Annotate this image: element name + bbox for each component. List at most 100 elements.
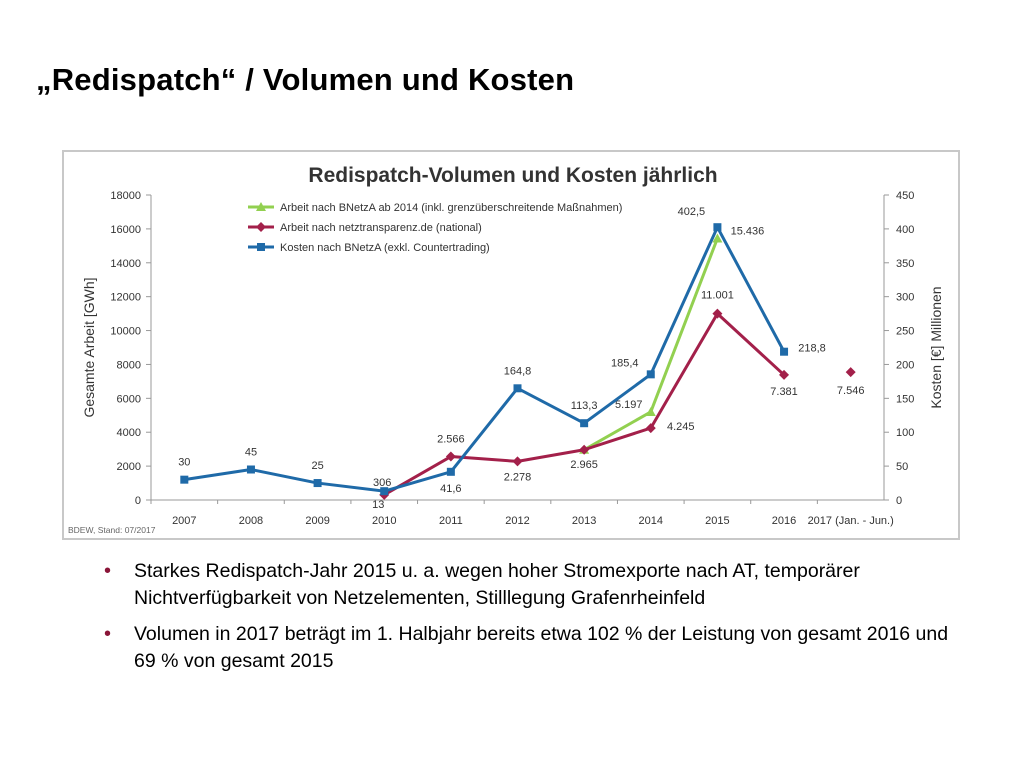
data-point-square (246, 465, 255, 474)
x-tick-label: 2010 (372, 515, 396, 527)
legend-label: Kosten nach BNetzA (exkl. Countertrading… (280, 242, 490, 254)
bullet-item: • Starkes Redispatch-Jahr 2015 u. a. weg… (104, 558, 964, 612)
y-tick-label-left: 16000 (110, 224, 141, 236)
series-line-segment (249, 468, 320, 485)
series-line-segment (316, 481, 386, 493)
bullet-item: • Volumen in 2017 beträgt im 1. Halbjahr… (104, 621, 964, 675)
x-tick-label: 2009 (305, 515, 329, 527)
data-point-square (380, 487, 389, 496)
y-tick-label-right: 350 (896, 258, 914, 270)
y-tick-label-right: 100 (896, 427, 914, 439)
slide-title: „Redispatch“ / Volumen und Kosten (36, 62, 575, 97)
y-tick-label-left: 12000 (110, 292, 141, 304)
data-label: 185,4 (611, 357, 639, 369)
data-point-diamond (645, 423, 656, 434)
legend-label: Arbeit nach BNetzA ab 2014 (inkl. grenzü… (280, 202, 622, 214)
legend-label: Arbeit nach netztransparenz.de (national… (280, 222, 482, 234)
series-line-segment (382, 470, 453, 493)
y-tick-label-right: 250 (896, 326, 914, 338)
y-axis-label-left: Gesamte Arbeit [GWh] (81, 277, 97, 417)
series-line-segment (182, 468, 253, 482)
x-tick-label: 2014 (639, 515, 663, 527)
y-axis-label-right: Kosten [€] Millionen (928, 286, 944, 408)
y-tick-label-left: 18000 (110, 190, 141, 202)
x-tick-label: 2017 (Jan. - Jun.) (808, 515, 894, 527)
y-tick-label-right: 0 (896, 495, 902, 507)
series-line-segment (582, 426, 653, 452)
data-label: 306 (373, 477, 391, 489)
chart-frame: Redispatch-Volumen und Kosten jährlich 0 2… (62, 150, 960, 540)
chart-title: Redispatch-Volumen und Kosten jährlich (308, 164, 717, 187)
data-label: 2.566 (437, 434, 465, 446)
data-label: 15.436 (731, 225, 765, 237)
y-tick-label-right: 450 (896, 190, 914, 202)
data-point-triangle (712, 233, 723, 243)
data-point-square (513, 384, 522, 393)
data-label: 4.245 (667, 421, 695, 433)
data-point-diamond (579, 444, 590, 455)
data-point-diamond (779, 369, 790, 380)
data-point-diamond (712, 308, 723, 319)
y-tick-label-right: 150 (896, 393, 914, 405)
data-point-square (180, 475, 189, 484)
y-tick-label-left: 14000 (110, 258, 141, 270)
chart-svg: Redispatch-Volumen und Kosten jährlich02… (68, 164, 944, 535)
series-line-segment (649, 236, 719, 414)
data-point-square (713, 223, 722, 232)
y-tick-label-right: 200 (896, 359, 914, 371)
y-tick-label-left: 10000 (110, 326, 141, 338)
x-tick-label: 2007 (172, 515, 196, 527)
series-line-segment (449, 386, 519, 474)
data-point-diamond (512, 456, 523, 467)
legend-marker-diamond (256, 222, 266, 232)
legend-marker-triangle (256, 202, 266, 211)
data-label: 402,5 (678, 206, 706, 218)
x-tick-label: 2013 (572, 515, 596, 527)
data-point-square (646, 370, 655, 379)
x-tick-label: 2008 (239, 515, 263, 527)
data-label: 5.197 (615, 399, 643, 411)
x-tick-label: 2011 (439, 515, 463, 527)
y-tick-label-left: 8000 (117, 359, 141, 371)
bullet-dot-icon: • (104, 560, 112, 582)
x-tick-label: 2012 (505, 515, 529, 527)
y-tick-label-left: 0 (135, 495, 141, 507)
data-label: 7.381 (770, 386, 798, 398)
chart-source: BDEW, Stand: 07/2017 (68, 525, 156, 535)
bullet-list: • Starkes Redispatch-Jahr 2015 u. a. weg… (104, 558, 964, 684)
data-point-triangle (645, 406, 656, 416)
y-tick-label-left: 2000 (117, 461, 141, 473)
data-label: 11.001 (701, 290, 734, 302)
bullet-text: Volumen in 2017 beträgt im 1. Halbjahr b… (134, 623, 949, 672)
series-line-segment (649, 312, 719, 430)
data-point-square (780, 347, 789, 356)
series-line-segment (649, 225, 719, 376)
bullet-dot-icon: • (104, 623, 112, 645)
data-point-square (313, 479, 322, 488)
data-point-square (446, 467, 455, 476)
y-tick-label-right: 400 (896, 224, 914, 236)
data-point-diamond (845, 367, 856, 378)
y-tick-label-left: 4000 (117, 427, 141, 439)
data-label: 218,8 (798, 343, 826, 355)
series-line-segment (516, 386, 586, 425)
data-label: 7.546 (837, 385, 865, 397)
bullet-text: Starkes Redispatch-Jahr 2015 u. a. wegen… (134, 560, 860, 609)
data-point-diamond (445, 451, 456, 462)
series-line-segment (582, 410, 653, 452)
data-label: 2.965 (570, 459, 598, 471)
data-label: 41,6 (440, 483, 461, 495)
series-line-segment (516, 448, 586, 463)
series-line-segment (715, 312, 786, 377)
y-tick-label-right: 50 (896, 461, 908, 473)
data-label: 13 (372, 499, 384, 511)
data-label: 45 (245, 447, 257, 459)
x-tick-label: 2015 (705, 515, 729, 527)
data-point-square (580, 419, 589, 428)
y-tick-label-right: 300 (896, 292, 914, 304)
series-line-segment (715, 225, 786, 354)
data-label: 2.278 (504, 471, 532, 483)
data-label: 30 (178, 457, 190, 469)
data-label: 113,3 (571, 400, 598, 412)
data-label: 25 (311, 460, 323, 472)
